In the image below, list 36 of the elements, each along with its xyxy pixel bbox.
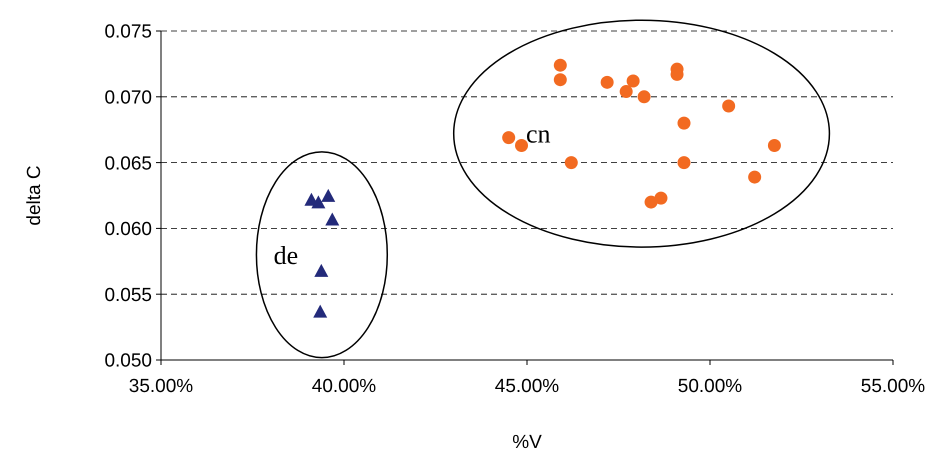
annotation: de (274, 240, 298, 270)
y-tick-label: 0.065 (104, 153, 152, 174)
point (678, 116, 691, 130)
point (654, 192, 668, 205)
point (564, 156, 578, 170)
point (311, 195, 326, 208)
point (678, 156, 691, 170)
point (626, 74, 640, 88)
x-axis-title: %V (512, 432, 542, 453)
point (554, 58, 567, 72)
point (554, 73, 567, 86)
annotation: cn (526, 120, 551, 149)
point (314, 264, 328, 277)
x-tick-label: 40.00% (312, 376, 376, 397)
point (321, 188, 336, 202)
point (620, 85, 633, 98)
point (600, 76, 614, 89)
x-tick-label: 45.00% (494, 376, 560, 397)
x-tick-label: 35.00% (128, 376, 194, 397)
point (515, 138, 528, 152)
point (313, 304, 328, 318)
point (325, 212, 340, 226)
y-tick-label: 0.070 (104, 87, 152, 108)
y-tick-label: 0.055 (104, 284, 152, 306)
point (748, 170, 762, 184)
x-tick-label: 50.00% (678, 376, 742, 397)
y-tick-label: 0.050 (104, 350, 152, 372)
y-axis-title: delta C (24, 165, 45, 226)
point (644, 196, 658, 209)
y-tick-label: 0.060 (104, 219, 152, 240)
point (722, 100, 736, 113)
point (502, 131, 516, 144)
x-tick-label: 55.00% (860, 376, 926, 397)
point (638, 90, 651, 104)
y-tick-label: 0.075 (104, 22, 152, 43)
point (768, 138, 781, 152)
